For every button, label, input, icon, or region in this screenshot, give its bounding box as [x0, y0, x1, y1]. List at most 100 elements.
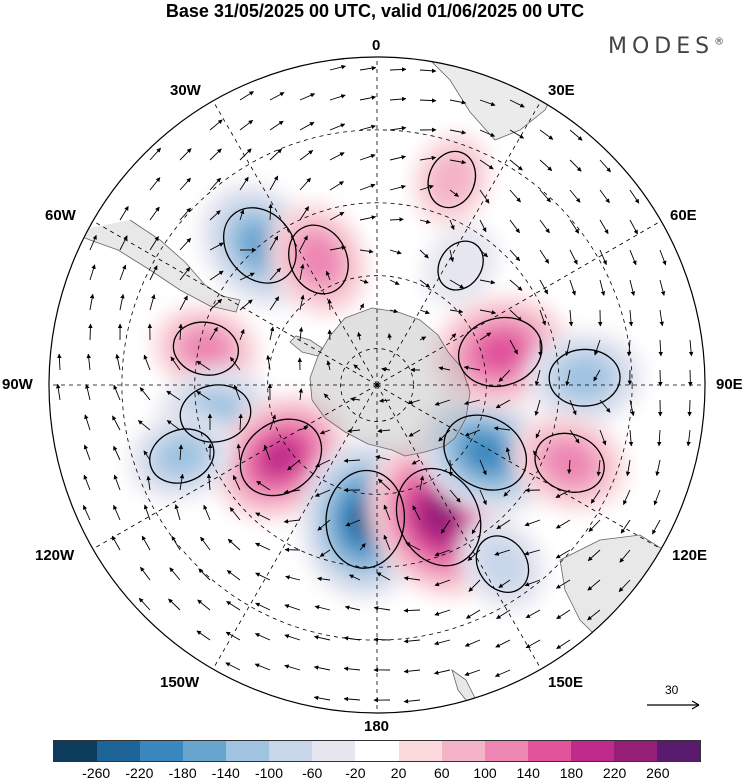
wind-arrow	[534, 369, 541, 386]
wind-arrow	[256, 480, 271, 491]
wind-arrow	[479, 129, 496, 137]
colorbar-segment	[312, 741, 356, 761]
wind-arrow	[539, 159, 553, 172]
wind-arrow	[143, 504, 151, 521]
wind-arrow	[179, 148, 192, 161]
wind-arrow	[317, 519, 331, 531]
wind-arrow	[313, 665, 331, 671]
wind-arrow	[269, 326, 275, 341]
wind-arrow	[84, 414, 91, 431]
wind-arrow	[149, 294, 156, 311]
wind-arrow	[174, 504, 181, 521]
height-contour	[534, 432, 605, 493]
wind-arrow	[509, 249, 521, 262]
colorbar-tick-label: 100	[473, 765, 497, 781]
polar-map	[48, 56, 706, 714]
wind-arrow	[503, 489, 511, 497]
latitude-circle	[194, 202, 560, 568]
wind-arrow	[119, 235, 128, 251]
wind-arrow	[479, 219, 487, 233]
wind-arrow	[168, 598, 181, 611]
wind-arrow	[179, 473, 185, 491]
wind-arrow	[377, 478, 391, 491]
colorbar-segment	[613, 741, 657, 761]
lon-label-120w: 120W	[35, 547, 75, 564]
lon-label-90w: 90W	[2, 376, 33, 393]
wind-arrow	[569, 189, 581, 203]
wind-arrow	[599, 399, 611, 413]
wind-arrow	[149, 236, 159, 251]
wind-arrow	[498, 369, 511, 382]
wind-arrow	[449, 489, 461, 503]
colorbar-tick-label: -220	[125, 765, 154, 781]
wind-arrow	[225, 662, 241, 671]
wind-arrow	[137, 420, 151, 431]
wind-arrow	[113, 474, 121, 491]
wind-arrow	[479, 189, 490, 204]
wind-arrow	[225, 631, 241, 641]
wind-arrow	[556, 639, 571, 650]
wind-arrow	[376, 572, 391, 581]
wind-arrow	[629, 249, 637, 266]
wind-arrow	[209, 326, 218, 341]
wind-arrow	[464, 639, 481, 647]
colorbar-segment	[570, 741, 614, 761]
wind-arrow	[628, 309, 634, 327]
latitude-circle	[340, 348, 414, 422]
wind-arrow	[350, 397, 361, 402]
wind-arrow	[403, 669, 421, 674]
wind-arrow	[389, 308, 399, 314]
wind-arrow	[232, 475, 241, 491]
wind-arrow	[315, 459, 331, 468]
wind-arrow	[419, 155, 437, 161]
wind-arrow	[343, 696, 361, 702]
wind-arrow	[284, 664, 301, 671]
wind-arrow	[659, 309, 664, 327]
wind-arrow	[496, 609, 511, 619]
wind-arrow	[313, 635, 331, 641]
wind-arrow	[359, 279, 369, 284]
wind-arrow	[419, 219, 431, 224]
wind-arrow	[254, 633, 271, 641]
wind-arrow	[626, 339, 632, 357]
height-contours	[149, 150, 621, 593]
wind-arrow	[419, 336, 427, 341]
wind-arrow	[323, 393, 331, 401]
wind-arrow	[82, 505, 91, 521]
wind-arrow	[239, 209, 245, 221]
wind-arrow	[196, 360, 211, 371]
wind-arrow	[89, 234, 97, 251]
wind-arrow	[239, 148, 252, 161]
wind-arrow	[618, 579, 631, 592]
colorbar-segment	[54, 741, 98, 761]
wind-arrow	[287, 459, 301, 471]
wind-arrow	[263, 444, 271, 461]
wind-arrow	[525, 609, 541, 619]
wind-arrow	[226, 600, 241, 611]
meridian-line	[92, 220, 378, 386]
wind-arrow	[140, 566, 151, 581]
wind-arrow	[389, 155, 407, 161]
wind-arrow	[115, 353, 121, 371]
wind-arrow	[479, 249, 489, 258]
brand-logo: MODES®	[608, 34, 724, 59]
wind-arrow	[113, 504, 121, 521]
wind-arrow	[345, 519, 361, 527]
wind-arrow	[419, 184, 434, 191]
meridian-line	[376, 384, 662, 550]
wind-arrow	[555, 489, 571, 498]
lon-label-30w: 30W	[170, 82, 201, 99]
wind-arrow	[359, 65, 377, 71]
wind-arrow	[619, 549, 631, 563]
wind-arrow	[567, 459, 572, 475]
wind-arrow	[229, 356, 241, 371]
colorbar-segment	[97, 741, 141, 761]
height-contour	[427, 150, 477, 209]
wind-arrow	[209, 242, 224, 251]
wind-arrow	[166, 420, 181, 431]
wind-arrow	[239, 299, 253, 311]
wind-arrow	[255, 602, 271, 611]
wind-arrow	[419, 309, 430, 315]
wind-arrow	[449, 249, 455, 263]
wind-arrow	[539, 189, 551, 203]
